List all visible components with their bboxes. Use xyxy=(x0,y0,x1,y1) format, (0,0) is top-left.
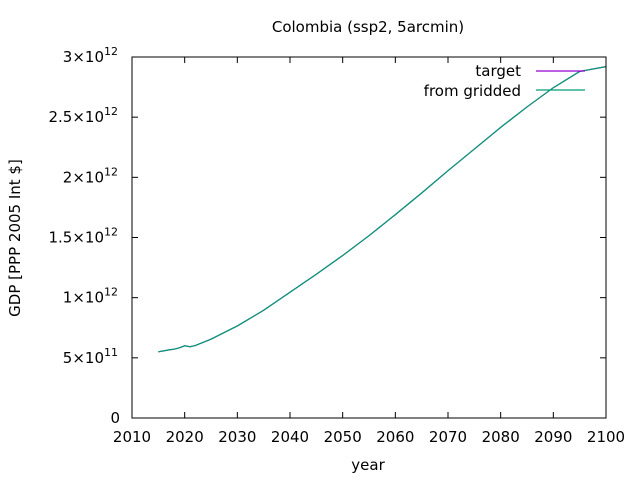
y-tick-label-exponent: 12 xyxy=(104,226,118,239)
x-tick-label: 2010 xyxy=(113,428,151,446)
y-tick-label: 5×10 xyxy=(63,349,104,367)
y-axis-label: GDP [PPP 2005 Int $] xyxy=(6,159,24,317)
series-line-from-gridded xyxy=(158,66,607,353)
x-tick-label: 2030 xyxy=(218,428,256,446)
axis-ticks: 2010 2020 2030 2040 2050 2060 2070 2080 2090 2100… xyxy=(48,45,625,446)
chart-title: Colombia (ssp2, 5arcmin) xyxy=(272,18,464,36)
y-tick-label: 2.5×10 xyxy=(48,108,104,126)
series-lines xyxy=(158,66,607,353)
x-axis-label: year xyxy=(351,456,385,474)
y-tick-label-exponent: 12 xyxy=(104,286,118,299)
y-tick-label: 2×10 xyxy=(63,168,104,186)
y-tick-label-exponent: 12 xyxy=(104,105,118,118)
y-tick-label: 0 xyxy=(110,409,120,427)
x-tick-label: 2080 xyxy=(482,428,520,446)
y-tick-label-exponent: 12 xyxy=(104,45,118,58)
series-line-target xyxy=(158,66,607,353)
x-tick-label: 2050 xyxy=(324,428,362,446)
legend-label-target: target xyxy=(475,62,521,80)
x-tick-label: 2070 xyxy=(429,428,467,446)
x-tick-label: 2090 xyxy=(534,428,572,446)
legend-label-from-gridded: from gridded xyxy=(424,82,521,100)
legend: target from gridded xyxy=(424,62,585,100)
x-tick-label: 2040 xyxy=(271,428,309,446)
y-tick-label-exponent: 11 xyxy=(104,346,118,359)
y-tick-label: 3×10 xyxy=(63,48,104,66)
y-tick-label-exponent: 12 xyxy=(104,165,118,178)
x-tick-label: 2060 xyxy=(376,428,414,446)
x-tick-label: 2100 xyxy=(587,428,625,446)
y-tick-label: 1×10 xyxy=(63,289,104,307)
y-tick-label: 1.5×10 xyxy=(48,229,104,247)
plot-area-frame xyxy=(131,56,607,419)
x-tick-label: 2020 xyxy=(166,428,204,446)
